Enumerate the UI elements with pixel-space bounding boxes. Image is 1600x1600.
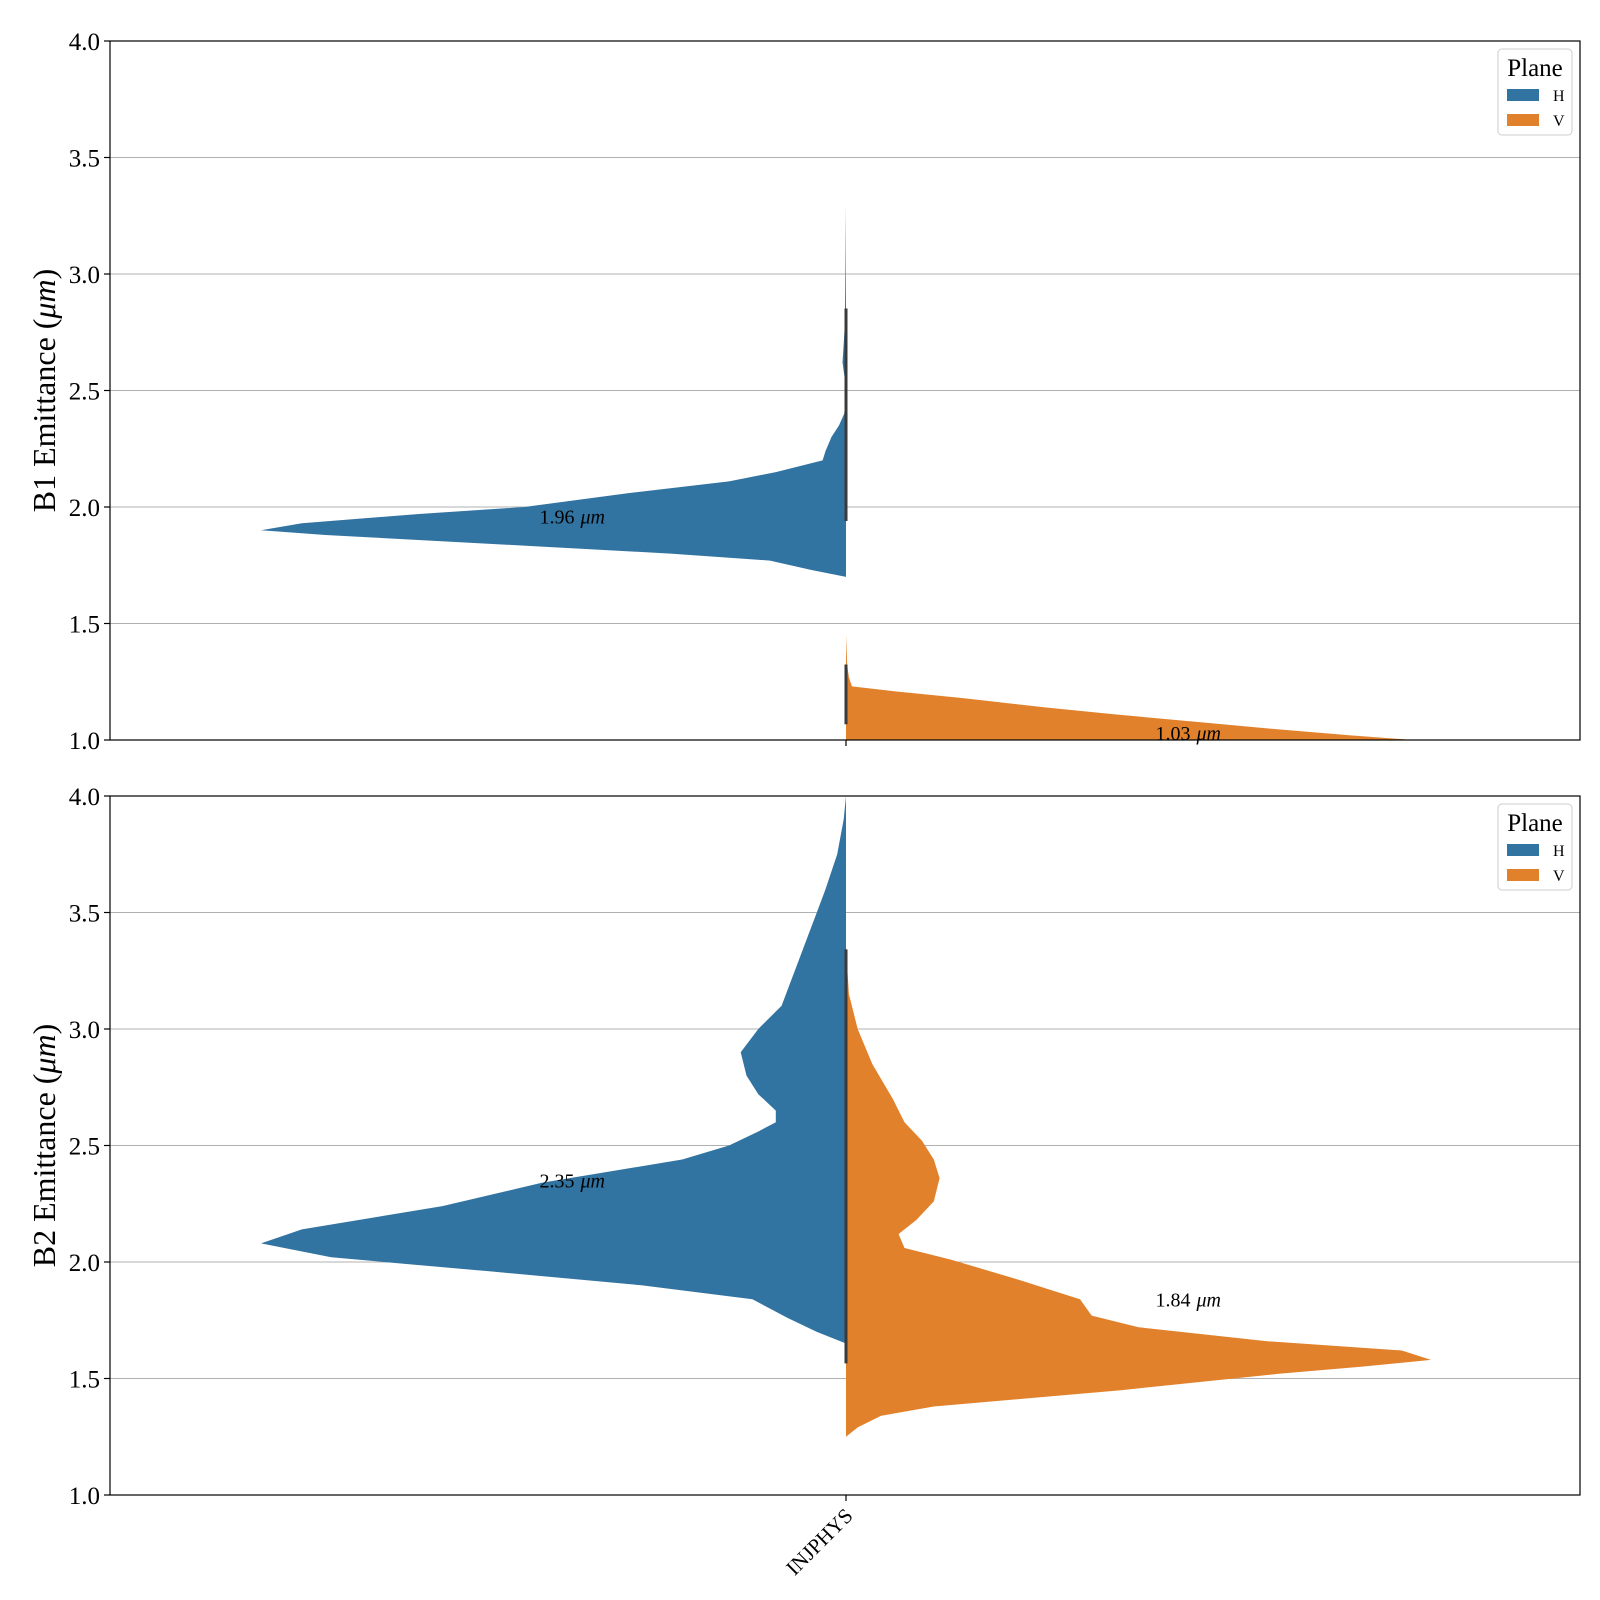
y-axis-label-close: ) [26, 269, 62, 280]
legend-label-h: H [1553, 843, 1565, 860]
legend-title: Plane [1507, 55, 1563, 82]
x-tick-label: INJPHYS [781, 1504, 857, 1580]
median-label-v: 1.84 μm [1155, 1289, 1220, 1311]
panel-b1: 1.96 μm1.03 μm1.01.52.02.53.03.54.0B1 Emit… [26, 29, 1581, 755]
y-axis-label-text: B2 Emittance ( [26, 1074, 62, 1268]
median-value: 2.35 [539, 1171, 574, 1193]
y-tick-label: 3.0 [69, 262, 100, 289]
median-label-v: 1.03 μm [1155, 723, 1220, 745]
median-label-h: 1.96 μm [539, 506, 604, 528]
legend-label-v: V [1553, 113, 1565, 130]
y-axis-label: B1 Emittance (μm) [26, 269, 62, 513]
legend-swatch-h [1507, 844, 1539, 856]
legend-title: Plane [1507, 810, 1563, 837]
legend: Plane HV [1497, 48, 1573, 136]
legend-swatch-v [1507, 114, 1539, 126]
y-tick-label: 4.0 [69, 784, 100, 811]
y-axis-label: B2 Emittance (μm) [26, 1024, 62, 1268]
y-tick-label: 2.0 [69, 495, 100, 522]
y-axis-label-close: ) [26, 1024, 62, 1035]
y-tick-label: 2.0 [69, 1250, 100, 1277]
y-axis-label-unit: μm [26, 1034, 62, 1074]
y-tick-label: 2.5 [69, 379, 100, 406]
y-tick-label: 1.5 [69, 1367, 100, 1394]
median-unit: μm [1195, 723, 1220, 745]
violin-v [846, 947, 1431, 1437]
violin-h [261, 796, 846, 1344]
violin-h [261, 204, 846, 577]
median-value: 1.84 [1155, 1289, 1190, 1311]
y-axis-label-text: B1 Emittance ( [26, 319, 62, 513]
legend-label-v: V [1553, 868, 1565, 885]
y-tick-label: 4.0 [69, 29, 100, 56]
median-value: 1.03 [1155, 723, 1190, 745]
median-value: 1.96 [539, 506, 574, 528]
median-label-h: 2.35 μm [539, 1171, 604, 1193]
y-tick-label: 3.5 [69, 901, 100, 928]
legend-swatch-h [1507, 89, 1539, 101]
median-unit: μm [1195, 1289, 1220, 1311]
y-tick-label: 3.0 [69, 1017, 100, 1044]
y-tick-label: 1.0 [69, 728, 100, 755]
median-unit: μm [579, 506, 604, 528]
panel-b2: 2.35 μm1.84 μm1.01.52.02.53.03.54.0B2 Emit… [26, 784, 1581, 1580]
legend-label-h: H [1553, 88, 1565, 105]
legend-swatch-v [1507, 869, 1539, 881]
y-axis-label-unit: μm [26, 279, 62, 319]
y-tick-label: 2.5 [69, 1134, 100, 1161]
violin-v [846, 635, 1414, 740]
median-unit: μm [579, 1171, 604, 1193]
y-tick-label: 1.0 [69, 1483, 100, 1510]
y-tick-label: 1.5 [69, 612, 100, 639]
y-tick-label: 3.5 [69, 146, 100, 173]
legend: Plane HV [1497, 803, 1573, 891]
